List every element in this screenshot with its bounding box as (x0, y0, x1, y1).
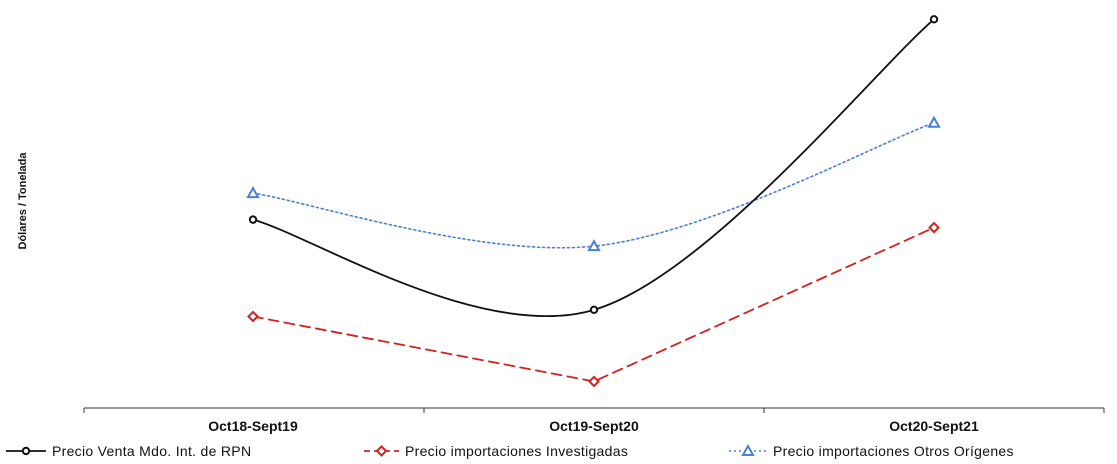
legend-label-1: Precio Venta Mdo. Int. de RPN (52, 443, 251, 459)
series-1-point (248, 215, 258, 224)
series-3-point (587, 239, 601, 252)
x-tick-label: Oct19-Sept20 (549, 418, 639, 434)
legend-label-2: Precio importaciones Investigadas (405, 443, 628, 459)
series-1-point (589, 305, 599, 315)
x-tick-label: Oct20-Sept21 (889, 418, 979, 434)
series-3-point (246, 186, 260, 199)
y-axis-title: Dólares / Tonelada (17, 152, 29, 250)
series-2-point (928, 221, 940, 234)
axes: Dólares / Tonelada Oct18-Sept19 Oct19-Sept… (17, 152, 1105, 434)
legend-marker-2 (375, 445, 388, 457)
series-line-3 (252, 121, 935, 249)
series-3-point (927, 115, 941, 128)
legend-label-3: Precio importaciones Otros Orígenes (773, 443, 1014, 459)
series-2-point (588, 375, 600, 388)
series-2-point (247, 310, 259, 323)
legend: Precio Venta Mdo. Int. de RPN Precio impo… (6, 443, 1014, 459)
series-group (246, 15, 941, 388)
series-1-point (929, 15, 939, 24)
series-line-2 (252, 226, 935, 383)
legend-marker-3 (741, 443, 755, 456)
x-tick-label: Oct18-Sept19 (208, 418, 298, 434)
series-line-1 (252, 18, 935, 317)
legend-marker-1 (21, 446, 31, 456)
